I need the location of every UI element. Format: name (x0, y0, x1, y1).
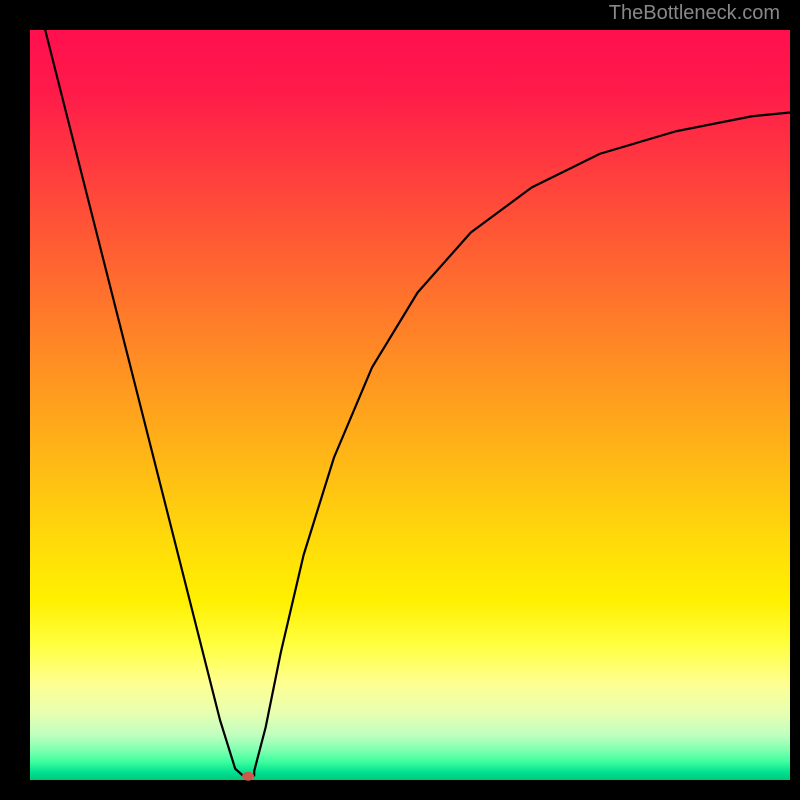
chart-container: TheBottleneck.com (0, 0, 800, 800)
watermark-text: TheBottleneck.com (609, 2, 780, 25)
optimal-point-marker (242, 772, 254, 781)
plot-background (30, 30, 790, 780)
bottleneck-chart (0, 0, 800, 800)
